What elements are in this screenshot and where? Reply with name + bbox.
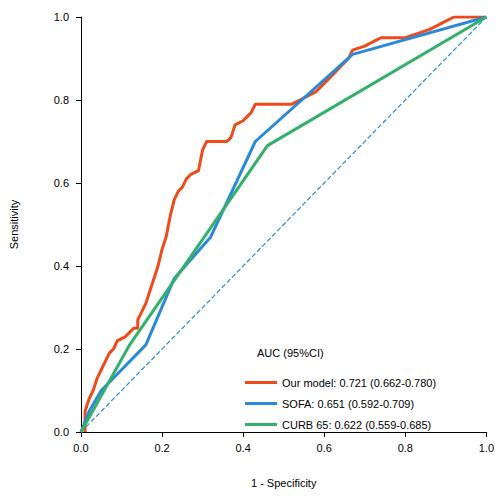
- svg-text:0.6: 0.6: [54, 177, 69, 189]
- svg-text:0.0: 0.0: [54, 426, 69, 438]
- svg-text:Our model: 0.721 (0.662-0.780): Our model: 0.721 (0.662-0.780): [282, 377, 436, 389]
- svg-text:0.6: 0.6: [317, 442, 332, 454]
- svg-text:Sensitivity: Sensitivity: [8, 199, 20, 249]
- svg-text:CURB 65: 0.622 (0.559-0.685): CURB 65: 0.622 (0.559-0.685): [282, 419, 431, 431]
- svg-text:1 - Specificity: 1 - Specificity: [251, 477, 317, 489]
- svg-text:1.0: 1.0: [54, 11, 69, 23]
- svg-text:AUC (95%CI): AUC (95%CI): [257, 347, 324, 359]
- svg-text:0.0: 0.0: [73, 442, 88, 454]
- svg-text:0.4: 0.4: [235, 442, 250, 454]
- svg-text:0.8: 0.8: [54, 94, 69, 106]
- svg-text:0.2: 0.2: [154, 442, 169, 454]
- svg-text:0.8: 0.8: [398, 442, 413, 454]
- svg-text:0.2: 0.2: [54, 343, 69, 355]
- svg-text:SOFA: 0.651 (0.592-0.709): SOFA: 0.651 (0.592-0.709): [282, 398, 414, 410]
- svg-text:1.0: 1.0: [479, 442, 494, 454]
- svg-text:0.4: 0.4: [54, 260, 69, 272]
